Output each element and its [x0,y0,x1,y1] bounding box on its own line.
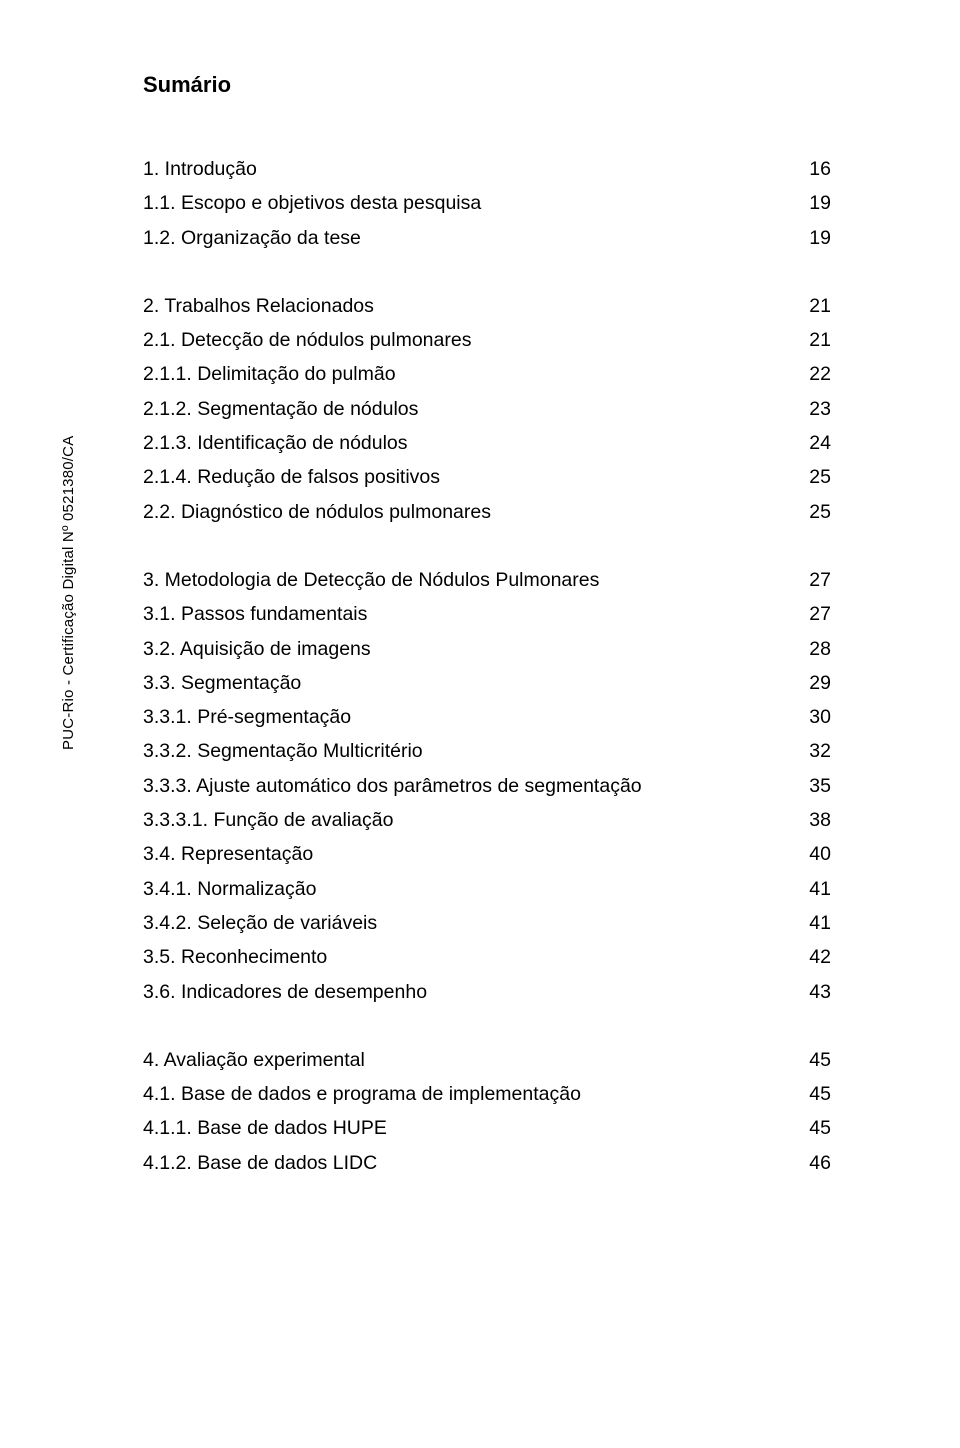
toc-label: 2. Trabalhos Relacionados [143,289,374,323]
toc-page-number: 40 [791,837,831,871]
toc-page-number: 21 [791,323,831,357]
toc-page-number: 41 [791,906,831,940]
toc-label: 3.2. Aquisição de imagens [143,632,371,666]
toc-row: 3.3.3.1. Função de avaliação 38 [143,803,831,837]
toc-page-number: 29 [791,666,831,700]
toc-row: 4.1. Base de dados e programa de impleme… [143,1077,831,1111]
toc-page-number: 19 [791,221,831,255]
toc-row: 2.1.4. Redução de falsos positivos 25 [143,460,831,494]
page-title: Sumário [143,72,831,98]
toc-row: 3.3. Segmentação 29 [143,666,831,700]
toc-row: 3. Metodologia de Detecção de Nódulos Pu… [143,563,831,597]
toc-label: 2.2. Diagnóstico de nódulos pulmonares [143,495,491,529]
toc-label: 3.4.1. Normalização [143,872,316,906]
toc-page-number: 43 [791,975,831,1009]
toc-group-gap [143,1009,831,1043]
toc-page-number: 30 [791,700,831,734]
toc-label: 3.4. Representação [143,837,313,871]
toc-page-number: 35 [791,769,831,803]
document-page: PUC-Rio - Certificação Digital Nº 052138… [0,0,960,1448]
toc-row: 4.1.2. Base de dados LIDC 46 [143,1146,831,1180]
toc-label: 2.1. Detecção de nódulos pulmonares [143,323,471,357]
toc-page-number: 16 [791,152,831,186]
toc-label: 3.5. Reconhecimento [143,940,327,974]
toc-row: 3.3.1. Pré-segmentação 30 [143,700,831,734]
toc-page-number: 45 [791,1111,831,1145]
toc-label: 4.1. Base de dados e programa de impleme… [143,1077,581,1111]
toc-row: 4.1.1. Base de dados HUPE 45 [143,1111,831,1145]
toc-page-number: 28 [791,632,831,666]
toc-row: 2.1. Detecção de nódulos pulmonares 21 [143,323,831,357]
toc-page-number: 25 [791,495,831,529]
toc-label: 3.1. Passos fundamentais [143,597,367,631]
toc-group-gap [143,529,831,563]
toc-page-number: 45 [791,1077,831,1111]
toc-row: 3.2. Aquisição de imagens 28 [143,632,831,666]
toc-label: 3.6. Indicadores de desempenho [143,975,427,1009]
toc-page-number: 38 [791,803,831,837]
toc-label: 4.1.2. Base de dados LIDC [143,1146,377,1180]
toc-label: 2.1.3. Identificação de nódulos [143,426,408,460]
toc-page-number: 41 [791,872,831,906]
toc-page-number: 27 [791,563,831,597]
content-area: Sumário 1. Introdução161.1. Escopo e obj… [143,72,831,1180]
toc-group-gap [143,255,831,289]
toc-label: 2.1.1. Delimitação do pulmão [143,357,396,391]
toc-label: 3.3. Segmentação [143,666,301,700]
toc-row: 4. Avaliação experimental 45 [143,1043,831,1077]
toc-row: 2.2. Diagnóstico de nódulos pulmonares 25 [143,495,831,529]
toc-page-number: 21 [791,289,831,323]
toc-page-number: 25 [791,460,831,494]
toc-page-number: 46 [791,1146,831,1180]
toc-label: 4. Avaliação experimental [143,1043,365,1077]
toc-page-number: 19 [791,186,831,220]
toc-row: 1. Introdução 16 [143,152,831,186]
toc-row: 3.4.1. Normalização 41 [143,872,831,906]
table-of-contents: 1. Introdução161.1. Escopo e objetivos d… [143,152,831,1180]
toc-label: 3.4.2. Seleção de variáveis [143,906,377,940]
toc-label: 1. Introdução [143,152,257,186]
toc-row: 3.4. Representação 40 [143,837,831,871]
toc-row: 3.4.2. Seleção de variáveis 41 [143,906,831,940]
toc-row: 2.1.2. Segmentação de nódulos 23 [143,392,831,426]
toc-page-number: 23 [791,392,831,426]
toc-row: 3.3.3. Ajuste automático dos parâmetros … [143,769,831,803]
toc-page-number: 27 [791,597,831,631]
toc-row: 2.1.1. Delimitação do pulmão 22 [143,357,831,391]
toc-label: 1.1. Escopo e objetivos desta pesquisa [143,186,481,220]
toc-row: 3.3.2. Segmentação Multicritério 32 [143,734,831,768]
toc-row: 1.2. Organização da tese 19 [143,221,831,255]
toc-label: 3.3.3.1. Função de avaliação [143,803,393,837]
toc-row: 3.5. Reconhecimento 42 [143,940,831,974]
toc-row: 2. Trabalhos Relacionados 21 [143,289,831,323]
toc-page-number: 42 [791,940,831,974]
toc-page-number: 24 [791,426,831,460]
toc-label: 4.1.1. Base de dados HUPE [143,1111,387,1145]
toc-label: 3. Metodologia de Detecção de Nódulos Pu… [143,563,599,597]
toc-label: 2.1.2. Segmentação de nódulos [143,392,418,426]
toc-page-number: 32 [791,734,831,768]
toc-page-number: 22 [791,357,831,391]
toc-row: 3.6. Indicadores de desempenho 43 [143,975,831,1009]
toc-label: 3.3.2. Segmentação Multicritério [143,734,423,768]
toc-row: 3.1. Passos fundamentais 27 [143,597,831,631]
toc-label: 3.3.1. Pré-segmentação [143,700,351,734]
toc-page-number: 45 [791,1043,831,1077]
toc-row: 2.1.3. Identificação de nódulos 24 [143,426,831,460]
toc-row: 1.1. Escopo e objetivos desta pesquisa 19 [143,186,831,220]
toc-label: 1.2. Organização da tese [143,221,361,255]
side-certification-label: PUC-Rio - Certificação Digital Nº 052138… [60,436,77,750]
toc-label: 2.1.4. Redução de falsos positivos [143,460,440,494]
toc-label: 3.3.3. Ajuste automático dos parâmetros … [143,769,642,803]
